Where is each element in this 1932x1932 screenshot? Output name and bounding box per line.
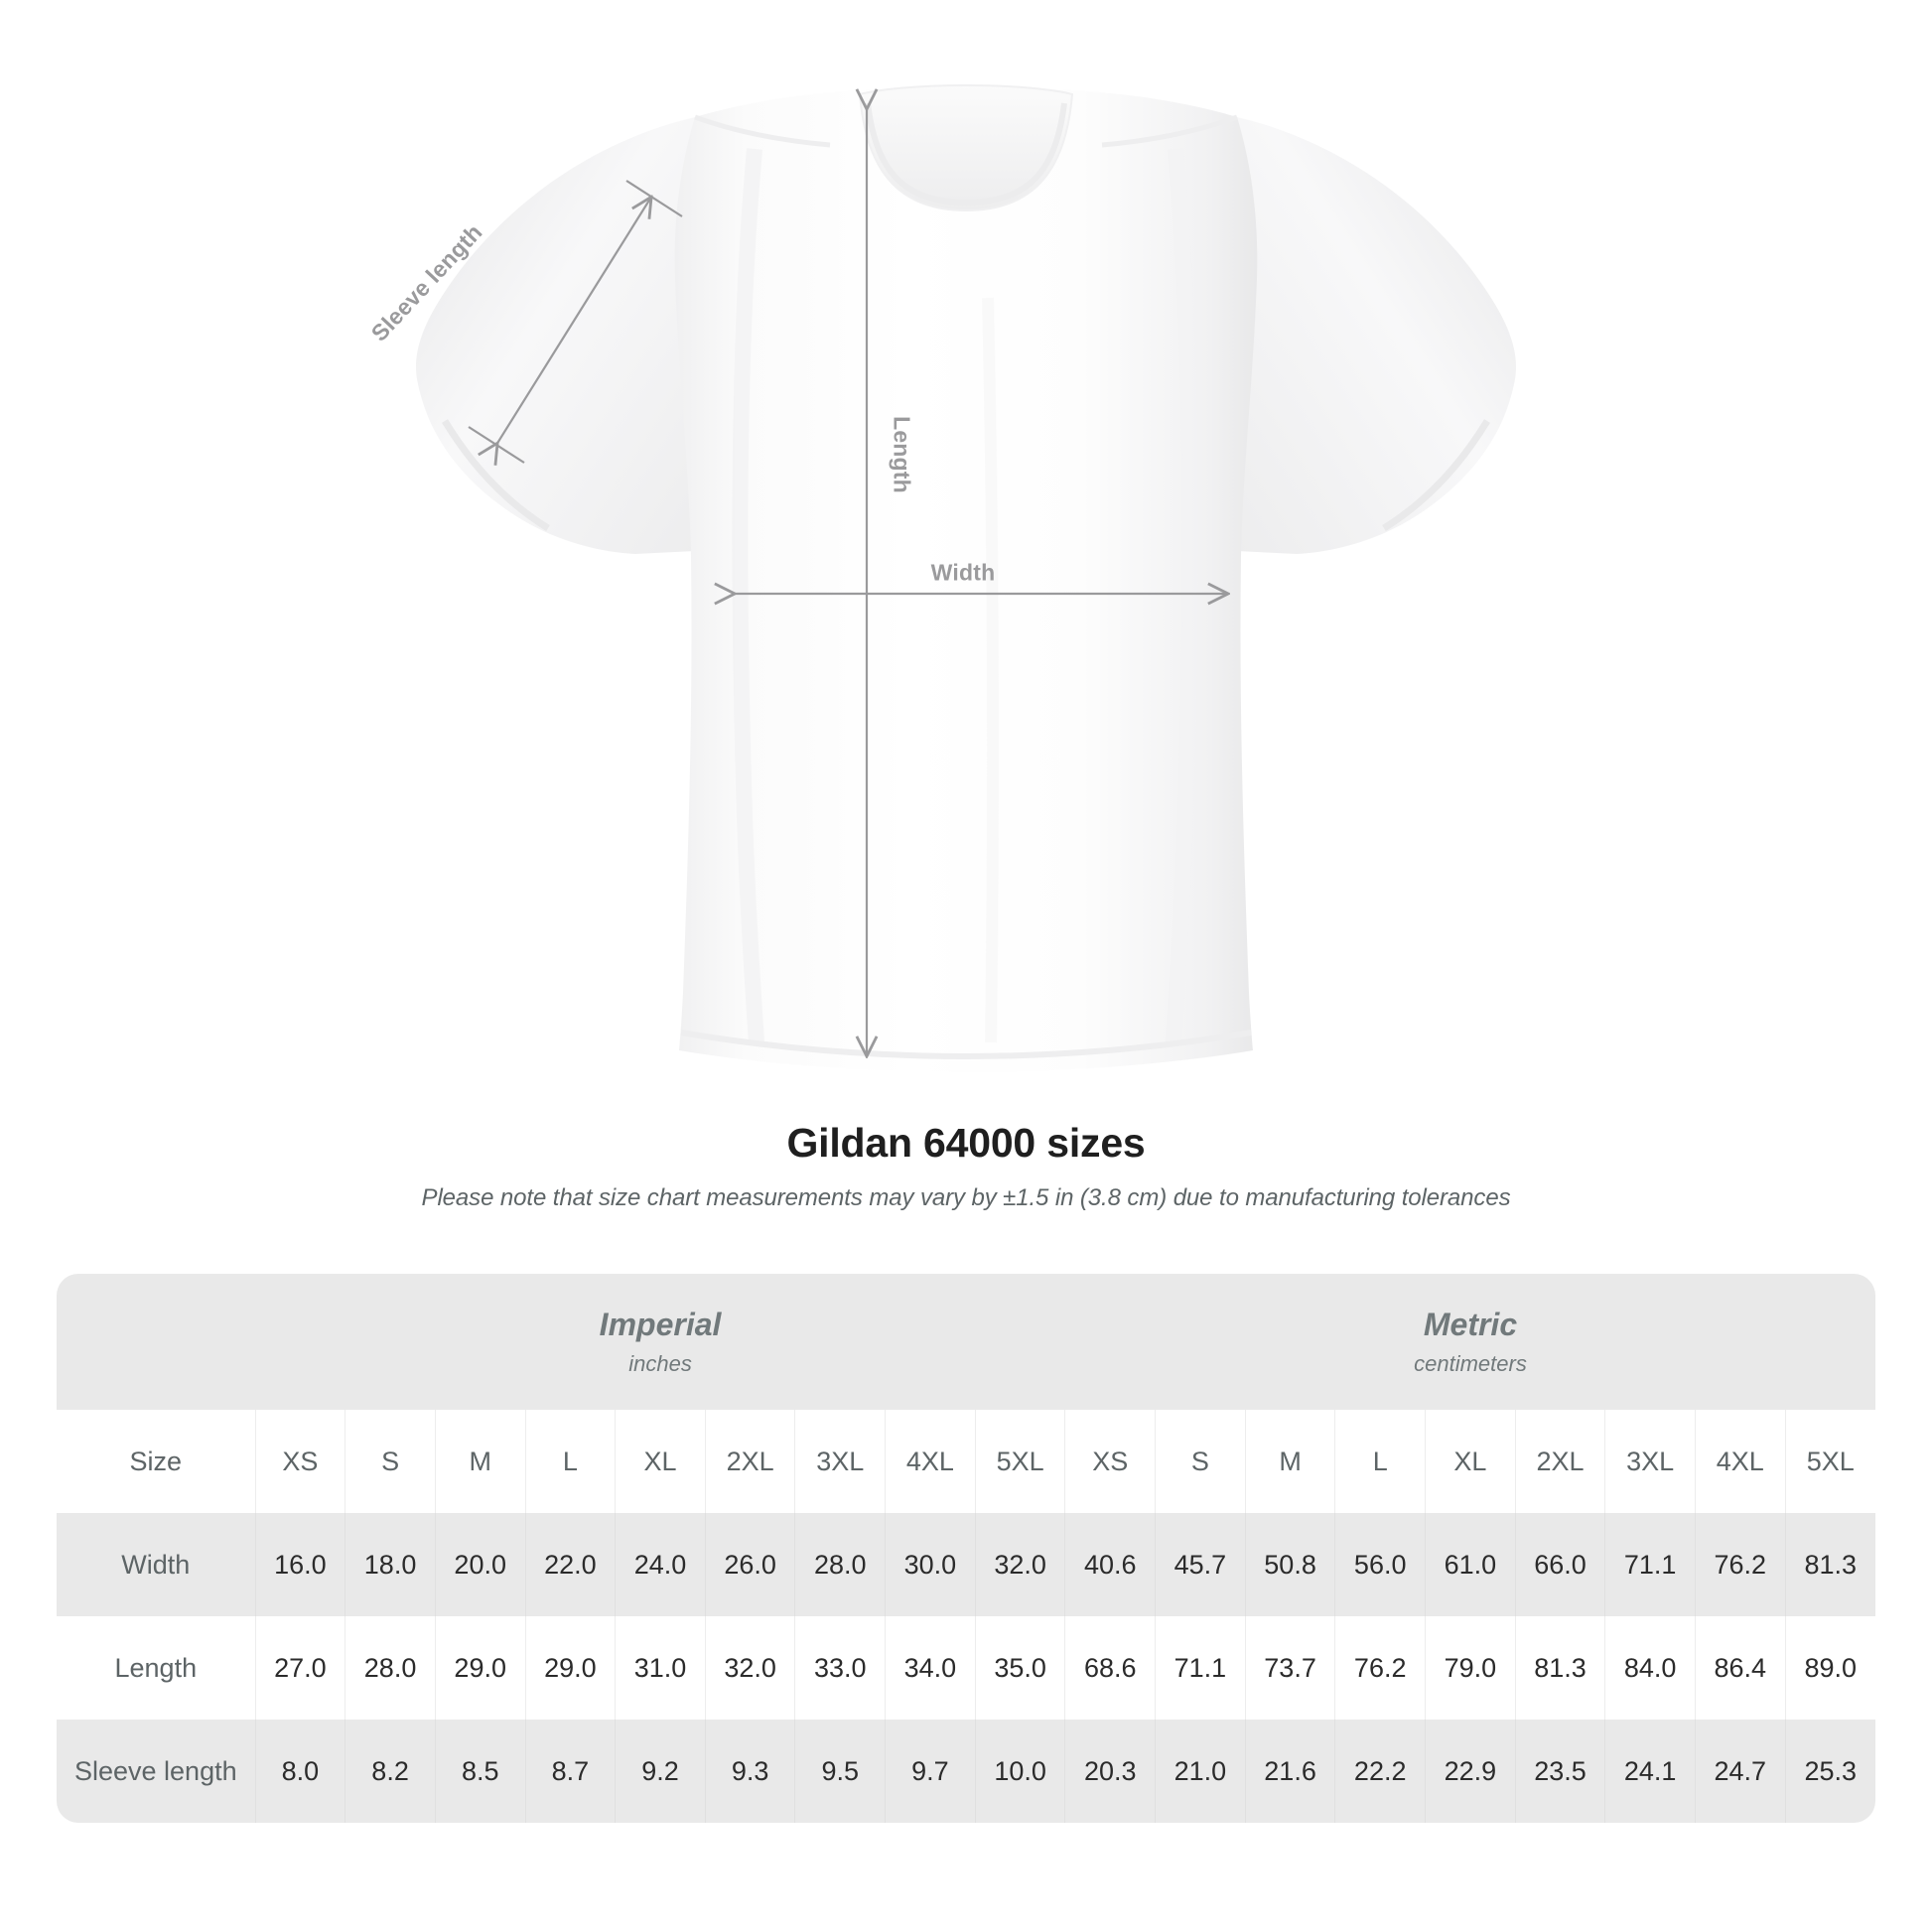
size-header-cell-4xl: 4XL	[885, 1410, 976, 1513]
measurement-cell: 86.4	[1694, 1616, 1786, 1720]
measurement-cell: 30.0	[885, 1513, 976, 1616]
size-header-cell-xs: XS	[254, 1410, 345, 1513]
table-row: Sleeve length 8.0 8.2 8.5 8.7 9.2 9.3 9.5 9.7 10.…	[57, 1720, 1875, 1823]
size-header-cell-xl: XL	[615, 1410, 706, 1513]
measurement-cell: 73.7	[1244, 1616, 1335, 1720]
tolerance-note: Please note that size chart measurements…	[421, 1184, 1511, 1212]
size-header-cell-xl: XL	[1425, 1410, 1516, 1513]
measurement-cell: 22.2	[1334, 1720, 1426, 1823]
measurement-cell: 9.2	[615, 1720, 706, 1823]
measurement-cell: 22.9	[1425, 1720, 1516, 1823]
tshirt-illustration	[415, 83, 1517, 1072]
size-header-cell-m: M	[1244, 1410, 1335, 1513]
size-header-cell-2xl: 2XL	[704, 1410, 795, 1513]
measurement-cell: 35.0	[974, 1616, 1065, 1720]
size-header-row: Size XS S M L XL 2XL 3XL 4XL 5XL XS S M L XL 2XL 3XL 4XL 5…	[57, 1410, 1875, 1513]
measurement-row-label: Length	[57, 1616, 256, 1720]
size-header-cell-5xl: 5XL	[1784, 1410, 1875, 1513]
size-column-label: Size	[57, 1410, 256, 1513]
measurement-cell: 24.0	[615, 1513, 706, 1616]
measurement-cell: 29.0	[524, 1616, 616, 1720]
measurement-cell: 8.7	[524, 1720, 616, 1823]
measurement-cell: 24.1	[1604, 1720, 1696, 1823]
measurement-cell: 8.0	[254, 1720, 345, 1823]
measurement-cell: 26.0	[704, 1513, 795, 1616]
measurement-cell: 71.1	[1155, 1616, 1246, 1720]
size-header-cell-5xl: 5XL	[974, 1410, 1065, 1513]
measurement-cell: 8.5	[434, 1720, 526, 1823]
measurement-cell: 9.3	[704, 1720, 795, 1823]
measurement-cell: 32.0	[704, 1616, 795, 1720]
measurement-cell: 84.0	[1604, 1616, 1696, 1720]
measurement-cell: 24.7	[1694, 1720, 1786, 1823]
measurement-cell: 33.0	[794, 1616, 886, 1720]
unit-group-subtitle: centimeters	[1414, 1351, 1527, 1376]
sleeve-length-arrow	[468, 180, 683, 463]
unit-group-header-row: Imperial inches Metric centimeters	[57, 1274, 1875, 1410]
measurement-cell: 31.0	[615, 1616, 706, 1720]
measurement-cell: 45.7	[1155, 1513, 1246, 1616]
unit-header-spacer	[57, 1274, 256, 1410]
measurement-cell: 25.3	[1784, 1720, 1875, 1823]
size-header-cell-xs: XS	[1064, 1410, 1156, 1513]
size-header-cell-l: L	[1334, 1410, 1426, 1513]
measurement-cell: 21.6	[1244, 1720, 1335, 1823]
unit-group-name: Metric	[1423, 1306, 1518, 1342]
size-header-cell-l: L	[524, 1410, 616, 1513]
measurement-cell: 71.1	[1604, 1513, 1696, 1616]
measurement-cell: 23.5	[1514, 1720, 1605, 1823]
measurement-cell: 61.0	[1425, 1513, 1516, 1616]
measurement-cell: 9.7	[885, 1720, 976, 1823]
size-header-cell-3xl: 3XL	[794, 1410, 886, 1513]
table-row: Length 27.0 28.0 29.0 29.0 31.0 32.0 33.0 34.0 35…	[57, 1616, 1875, 1720]
measurement-cell: 27.0	[254, 1616, 345, 1720]
measurement-cell: 66.0	[1514, 1513, 1605, 1616]
measurement-cell: 34.0	[885, 1616, 976, 1720]
measurement-cell: 81.3	[1514, 1616, 1605, 1720]
measurement-cell: 28.0	[345, 1616, 436, 1720]
size-header-cell-s: S	[1155, 1410, 1246, 1513]
unit-group-metric: Metric centimeters	[1064, 1274, 1875, 1410]
measurement-cell: 28.0	[794, 1513, 886, 1616]
measurement-row-label: Width	[57, 1513, 256, 1616]
measurement-cell: 10.0	[974, 1720, 1065, 1823]
page-title: Gildan 64000 sizes	[786, 1120, 1146, 1166]
chart-heading: Gildan 64000 sizes Please note that size…	[0, 1120, 1932, 1212]
measurement-cell: 50.8	[1244, 1513, 1335, 1616]
measurement-cell: 89.0	[1784, 1616, 1875, 1720]
measurement-cell: 20.3	[1064, 1720, 1156, 1823]
measurement-cell: 9.5	[794, 1720, 886, 1823]
size-header-cell-s: S	[345, 1410, 436, 1513]
measurement-cell: 40.6	[1064, 1513, 1156, 1616]
measurement-cell: 79.0	[1425, 1616, 1516, 1720]
measurement-cell: 29.0	[434, 1616, 526, 1720]
size-header-cell-2xl: 2XL	[1514, 1410, 1605, 1513]
measurement-cell: 16.0	[254, 1513, 345, 1616]
measurement-cell: 76.2	[1694, 1513, 1786, 1616]
width-dimension-label: Width	[930, 559, 996, 586]
measurement-cell: 8.2	[345, 1720, 436, 1823]
measurement-cell: 81.3	[1784, 1513, 1875, 1616]
garment-illustration: Sleeve length Length Width	[366, 83, 1517, 1072]
unit-group-imperial: Imperial inches	[255, 1274, 1065, 1410]
measurement-cell: 22.0	[524, 1513, 616, 1616]
measurement-cell: 20.0	[434, 1513, 526, 1616]
measurement-cell: 32.0	[974, 1513, 1065, 1616]
measurement-cell: 21.0	[1155, 1720, 1246, 1823]
unit-group-name: Imperial	[599, 1306, 722, 1342]
size-header-cell-3xl: 3XL	[1604, 1410, 1696, 1513]
size-header-cell-4xl: 4XL	[1694, 1410, 1786, 1513]
measurement-cell: 18.0	[345, 1513, 436, 1616]
measurement-row-label: Sleeve length	[57, 1720, 256, 1823]
length-dimension-label: Length	[889, 416, 915, 493]
measurement-cell: 68.6	[1064, 1616, 1156, 1720]
table-row: Width 16.0 18.0 20.0 22.0 24.0 26.0 28.0 30.0 32.…	[57, 1513, 1875, 1616]
size-chart-table: Imperial inches Metric centimeters Size XS S M L…	[57, 1274, 1875, 1823]
unit-group-subtitle: inches	[628, 1351, 692, 1376]
measurement-cell: 76.2	[1334, 1616, 1426, 1720]
size-chart-table-container: Imperial inches Metric centimeters Size XS S M L…	[57, 1274, 1875, 1823]
measurement-cell: 56.0	[1334, 1513, 1426, 1616]
size-header-cell-m: M	[434, 1410, 526, 1513]
